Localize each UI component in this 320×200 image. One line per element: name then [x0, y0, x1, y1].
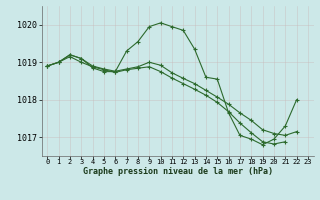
X-axis label: Graphe pression niveau de la mer (hPa): Graphe pression niveau de la mer (hPa)	[83, 167, 273, 176]
